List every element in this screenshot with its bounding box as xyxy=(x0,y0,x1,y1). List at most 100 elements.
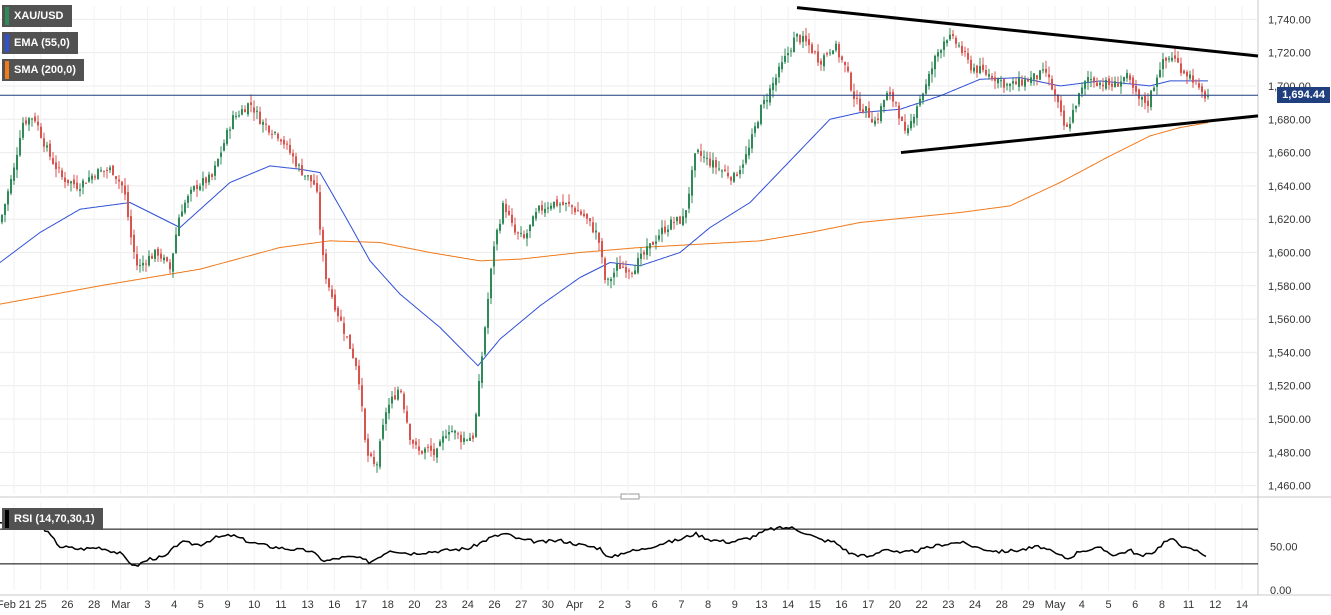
candle-body xyxy=(37,121,39,126)
candle xyxy=(556,195,558,208)
candle-body xyxy=(667,229,669,233)
candle xyxy=(286,140,288,150)
candle xyxy=(571,204,573,215)
candle-body xyxy=(919,98,921,106)
price-tick-label: 1,620.00 xyxy=(1268,214,1311,226)
candle xyxy=(394,386,396,401)
candle xyxy=(298,163,300,172)
candle-body xyxy=(1060,100,1062,112)
legend-sma[interactable]: SMA (200,0) xyxy=(2,59,84,81)
candle-body xyxy=(313,180,315,185)
candle xyxy=(784,48,786,65)
candle-body xyxy=(829,52,831,54)
candle xyxy=(169,258,171,274)
candle xyxy=(505,198,507,219)
candle-body xyxy=(28,118,30,125)
candle xyxy=(1117,76,1119,87)
candle xyxy=(1096,77,1098,87)
candle xyxy=(208,171,210,186)
date-tick-label: Apr xyxy=(566,599,583,611)
candle xyxy=(475,412,477,439)
candle xyxy=(1120,75,1122,94)
sma-line xyxy=(0,122,1209,305)
candle xyxy=(229,126,231,139)
candle-body xyxy=(772,83,774,91)
candle xyxy=(748,139,750,160)
candle-body xyxy=(817,51,819,63)
candle-body xyxy=(349,334,351,349)
candle xyxy=(709,151,711,169)
candle-body xyxy=(724,169,726,172)
date-tick-label: 12 xyxy=(1209,599,1221,611)
legend-symbol[interactable]: XAU/USD xyxy=(2,5,72,27)
candle xyxy=(598,231,600,251)
candle-body xyxy=(928,73,930,87)
candle xyxy=(856,90,858,105)
candle xyxy=(973,63,975,74)
candle-body xyxy=(385,412,387,424)
candle-body xyxy=(301,164,303,176)
candle xyxy=(193,185,195,193)
candle xyxy=(706,151,708,166)
candle-body xyxy=(130,216,132,238)
candle-body xyxy=(898,105,900,119)
candle-body xyxy=(253,107,255,113)
candle xyxy=(268,124,270,136)
candle xyxy=(463,431,465,445)
candle-body xyxy=(298,164,300,166)
candle-body xyxy=(1,215,3,223)
candle-body xyxy=(619,263,621,269)
candle-body xyxy=(469,437,471,441)
candle-body xyxy=(637,258,639,273)
candle-body xyxy=(691,170,693,196)
candle xyxy=(832,50,834,55)
candle-body xyxy=(850,72,852,91)
date-tick-label: 9 xyxy=(732,599,738,611)
candle-body xyxy=(631,272,633,274)
candle-body xyxy=(235,115,237,117)
legend-rsi[interactable]: RSI (14,70,30,1) xyxy=(2,508,103,530)
date-tick-label: 6 xyxy=(652,599,658,611)
candle xyxy=(142,255,144,272)
candle xyxy=(838,41,840,63)
candle-body xyxy=(289,144,291,153)
candle-body xyxy=(325,253,327,280)
candle xyxy=(271,129,273,139)
candle xyxy=(526,229,528,247)
candle xyxy=(490,267,492,305)
candle-body xyxy=(103,170,105,172)
date-tick-label: 22 xyxy=(916,599,928,611)
candle-body xyxy=(988,74,990,77)
candle xyxy=(538,204,540,214)
candle-body xyxy=(1051,78,1053,90)
candle-body xyxy=(808,39,810,46)
candle-body xyxy=(1183,70,1185,74)
candle-body xyxy=(697,149,699,153)
candle-body xyxy=(283,139,285,145)
candle xyxy=(679,215,681,225)
candle xyxy=(559,201,561,213)
candle xyxy=(406,405,408,424)
legend-ema[interactable]: EMA (55,0) xyxy=(2,32,78,54)
candle-body xyxy=(211,174,213,177)
candle xyxy=(895,101,897,108)
candle-body xyxy=(280,139,282,142)
candle xyxy=(214,161,216,181)
candle xyxy=(382,418,384,441)
candle-body xyxy=(256,110,258,112)
candle-body xyxy=(487,299,489,328)
candle xyxy=(691,166,693,204)
candle-body xyxy=(421,450,423,454)
candle xyxy=(109,165,111,174)
candle xyxy=(190,186,192,202)
candle xyxy=(46,141,48,152)
candle-body xyxy=(70,181,72,184)
candle-body xyxy=(1039,70,1041,80)
candle-body xyxy=(793,37,795,53)
candle xyxy=(313,173,315,186)
candle xyxy=(670,216,672,231)
candle-body xyxy=(685,210,687,218)
candle-body xyxy=(430,445,432,451)
candle-body xyxy=(352,348,354,358)
candle xyxy=(1060,95,1062,117)
